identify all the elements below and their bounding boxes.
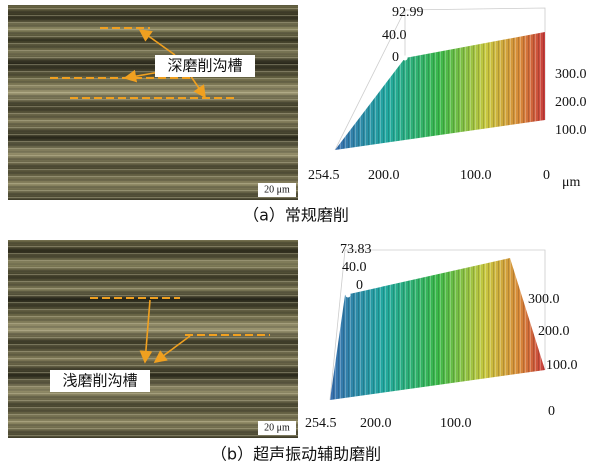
x-label: 254.5	[305, 416, 337, 431]
z-label: 40.0	[342, 260, 367, 275]
caption: （b）超声振动辅助磨削	[211, 445, 381, 464]
micrograph-a: 深磨削沟槽 20 μm	[8, 5, 298, 200]
z-label: 0	[356, 278, 363, 293]
body: 深磨削沟槽 20 μm 92.99 40.0 0 300.0 200.0 100…	[0, 0, 592, 468]
x-label: 100.0	[440, 416, 472, 431]
x-label: 254.5	[308, 168, 340, 183]
scale-bar: 20 μm	[264, 184, 290, 195]
z-label: 92.99	[392, 5, 424, 20]
x-label: 0	[543, 168, 550, 183]
micrograph-b: 浅磨削沟槽 20 μm	[8, 240, 298, 438]
y-label: 300.0	[555, 67, 587, 82]
z-label: 73.83	[340, 242, 372, 257]
x-label: 100.0	[460, 168, 492, 183]
x-label: 0	[548, 404, 555, 419]
unit: μm	[562, 175, 581, 190]
y-label: 200.0	[555, 95, 587, 110]
z-label: 0	[392, 50, 399, 65]
y-label: 100.0	[546, 358, 578, 373]
z-label: 40.0	[382, 28, 407, 43]
figure: 深磨削沟槽 20 μm 92.99 40.0 0 300.0 200.0 100…	[0, 0, 592, 468]
y-label: 200.0	[538, 324, 570, 339]
surface-b: 73.83 40.0 0 300.0 200.0 100.0 254.5 200…	[305, 240, 587, 438]
x-label: 200.0	[360, 416, 392, 431]
page: {"panels": [ {"micrograph": {"annotation…	[0, 0, 592, 468]
scale-bar: 20 μm	[264, 422, 290, 433]
surface-a: 92.99 40.0 0 300.0 200.0 100.0 254.5 200…	[305, 5, 587, 200]
caption: （a）常规磨削	[243, 206, 349, 225]
annotation: 浅磨削沟槽	[62, 372, 137, 390]
x-label: 200.0	[368, 168, 400, 183]
y-label: 300.0	[528, 292, 560, 307]
y-label: 100.0	[555, 123, 587, 138]
annotation: 深磨削沟槽	[167, 57, 242, 75]
